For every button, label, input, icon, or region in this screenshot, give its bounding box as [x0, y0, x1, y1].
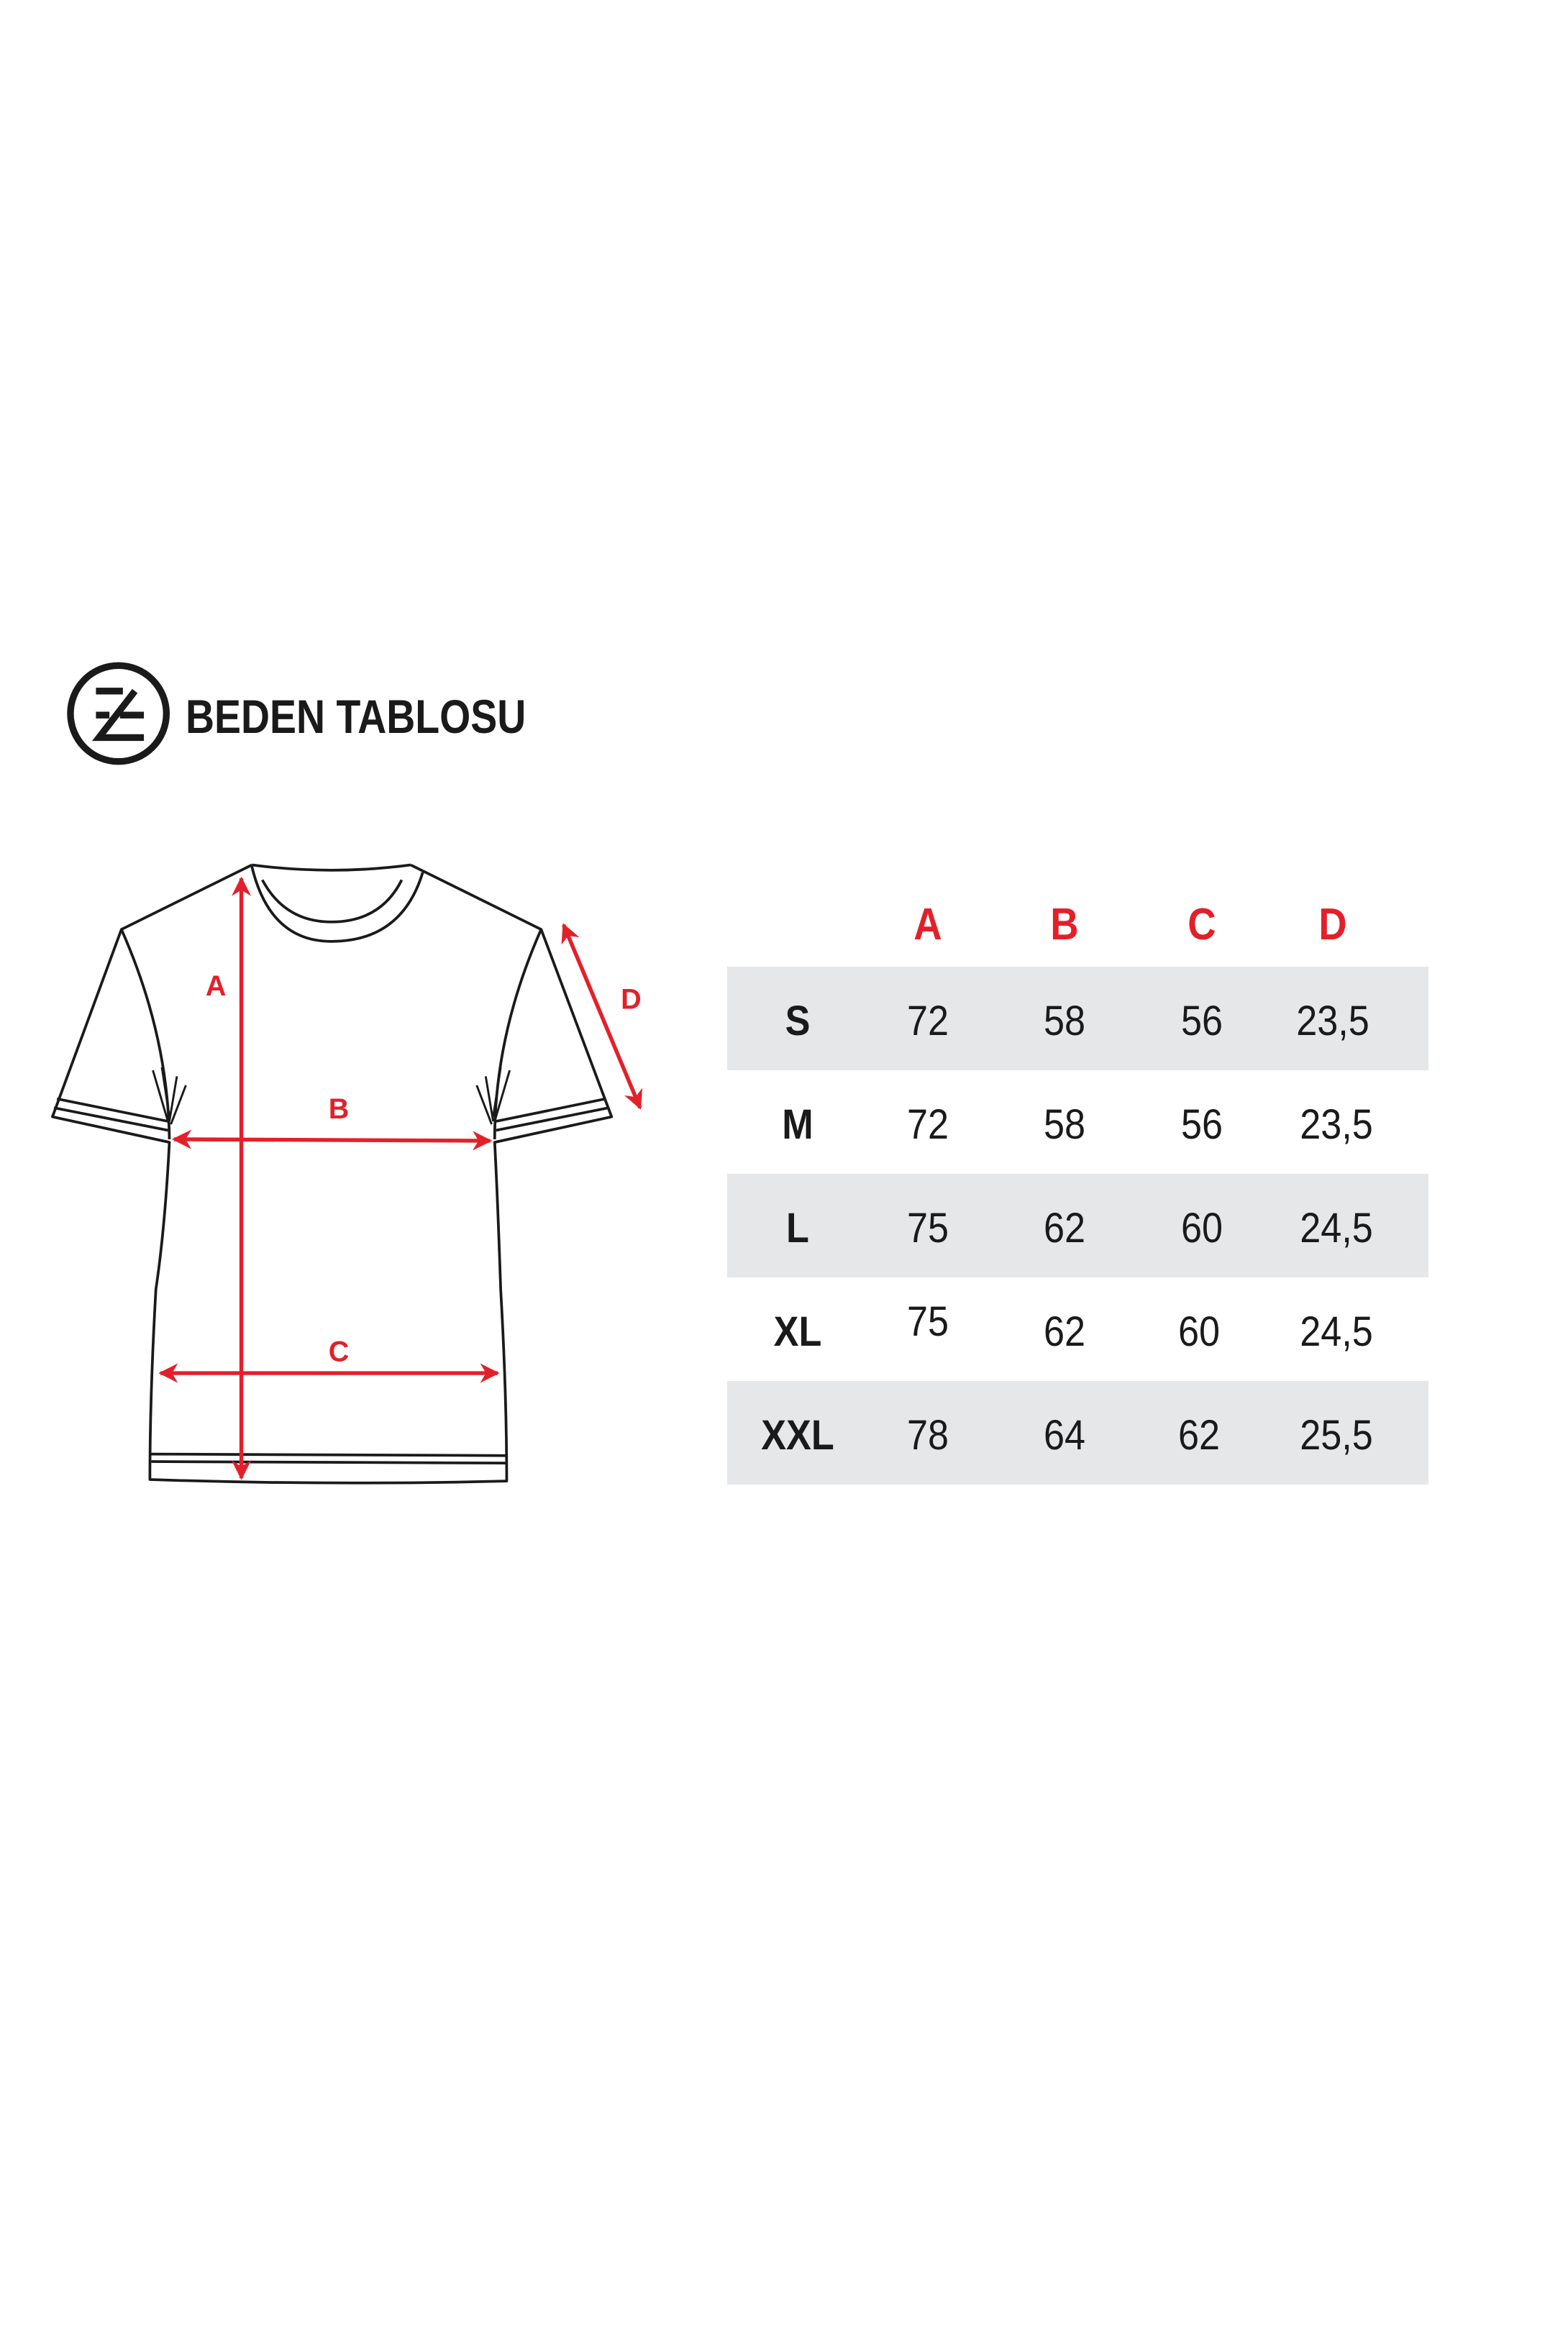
label-a: A [206, 970, 227, 1002]
cell: 75 [906, 1205, 949, 1252]
cell: 72 [906, 998, 949, 1044]
page-title: BEDEN TABLOSU [186, 690, 527, 743]
column-header-c: C [1188, 900, 1216, 949]
cell: 56 [1180, 1101, 1223, 1148]
cell: 60 [1177, 1308, 1221, 1355]
label-d: D [621, 984, 642, 1016]
brand-logo [67, 662, 170, 765]
cell: 64 [1043, 1412, 1086, 1459]
cell: 78 [906, 1412, 949, 1459]
label-b: B [329, 1093, 350, 1125]
cell: 62 [1043, 1308, 1086, 1355]
size-table: A B C D S 72 58 56 23,5 M 72 58 56 23,5 … [727, 899, 1428, 1485]
cell: 25,5 [1300, 1412, 1373, 1459]
column-header-d: D [1318, 900, 1347, 949]
size-label: S [785, 998, 811, 1044]
arrow-b [172, 1129, 493, 1151]
table-header: A B C D [727, 899, 1428, 967]
cell: 62 [1043, 1205, 1086, 1252]
table-row: XXL 78 64 62 25,5 [727, 1381, 1428, 1485]
arrow-d [561, 923, 643, 1110]
cell: 75 [906, 1298, 949, 1345]
column-header-a: A [913, 900, 942, 949]
size-label: XL [773, 1308, 822, 1355]
cell: 24,5 [1300, 1205, 1373, 1252]
table-row: L 75 62 60 24,5 [727, 1174, 1428, 1277]
cell: 23,5 [1300, 1101, 1373, 1148]
cell: 24,5 [1300, 1308, 1373, 1355]
column-header-b: B [1050, 900, 1079, 949]
cell: 72 [906, 1101, 949, 1148]
measurement-arrows [158, 876, 643, 1480]
table-row: XL 75 62 60 24,5 [727, 1277, 1428, 1381]
cell: 58 [1043, 1101, 1086, 1148]
cell: 58 [1043, 998, 1086, 1044]
table-row: M 72 58 56 23,5 [727, 1070, 1428, 1174]
cell: 62 [1177, 1412, 1221, 1459]
cell: 23,5 [1296, 998, 1369, 1044]
size-label: XXL [761, 1412, 834, 1459]
cell: 60 [1180, 1205, 1223, 1252]
label-c: C [329, 1336, 350, 1367]
tshirt-outline [51, 863, 614, 1485]
size-label: L [786, 1205, 809, 1252]
table-row: S 72 58 56 23,5 [727, 967, 1428, 1070]
size-label: M [782, 1101, 813, 1148]
cell: 56 [1180, 998, 1223, 1044]
